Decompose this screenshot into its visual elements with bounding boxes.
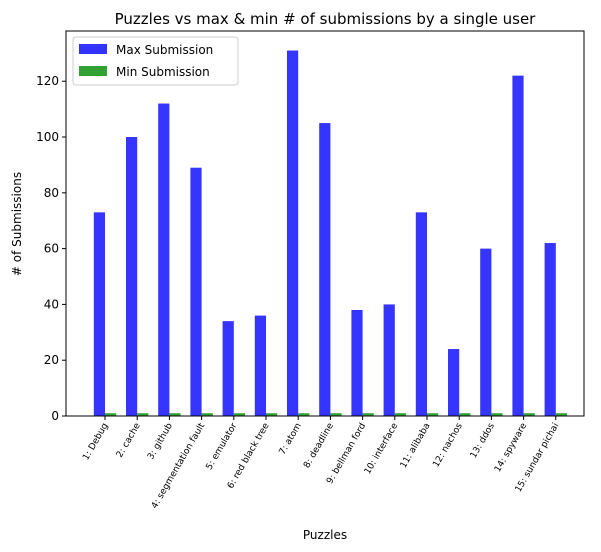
min-bar-8 [330, 413, 342, 416]
min-bar-10 [394, 413, 406, 416]
max-bar-15 [544, 243, 556, 416]
min-bar-7 [298, 413, 310, 416]
bars-group [93, 50, 567, 416]
y-tick-label: 80 [44, 186, 59, 200]
min-bar-15 [555, 413, 567, 416]
x-tick-label: 7: atom [278, 422, 304, 457]
max-bar-2 [126, 137, 138, 416]
min-bar-6 [266, 413, 278, 416]
min-bar-4 [201, 413, 213, 416]
y-tick-label: 20 [44, 353, 59, 367]
max-bar-9 [351, 309, 363, 416]
x-axis-label: Puzzles [303, 528, 347, 542]
max-bar-8 [319, 123, 331, 416]
min-bar-13 [491, 413, 503, 416]
x-tick-label: 12: nachos [431, 421, 465, 469]
plot-frame [65, 30, 585, 417]
legend-swatch-max [79, 44, 107, 54]
max-bar-4 [190, 167, 202, 416]
min-bar-14 [523, 413, 535, 416]
y-tick-label: 120 [36, 74, 59, 88]
x-tick-label: 3: github [146, 421, 175, 461]
min-bar-3 [169, 413, 181, 416]
max-bar-11 [415, 212, 427, 416]
legend-frame [72, 36, 239, 86]
y-tick-label: 60 [44, 242, 59, 256]
min-bar-5 [233, 413, 245, 416]
legend-swatch-min [79, 66, 107, 76]
chart-title: Puzzles vs max & min # of submissions by… [115, 10, 537, 28]
min-bar-12 [459, 413, 471, 416]
max-bar-1 [93, 212, 105, 416]
max-bar-7 [287, 50, 299, 416]
x-tick-label: 1: Debug [81, 422, 110, 463]
max-bar-13 [480, 248, 492, 416]
x-tick-label: 14: spyware [493, 421, 529, 474]
y-axis-label: # of Submissions [10, 172, 24, 276]
y-tick-label: 0 [51, 409, 59, 423]
max-bar-5 [222, 321, 234, 416]
y-tick-label: 100 [36, 130, 59, 144]
min-bar-11 [427, 413, 439, 416]
max-bar-3 [158, 103, 170, 416]
x-tick-label: 10: interface [363, 421, 401, 476]
y-axis: 0 20 40 60 80 100 120 [36, 74, 66, 423]
max-bar-6 [254, 315, 266, 416]
y-tick-label: 40 [44, 297, 59, 311]
min-bar-1 [105, 413, 117, 416]
max-bar-12 [448, 349, 460, 416]
legend-label-min: Min Submission [116, 65, 210, 79]
x-tick-label: 13: ddos [469, 421, 497, 460]
x-tick-label: 11: alibaba [399, 422, 433, 471]
x-tick-label: 8: deadline [302, 421, 336, 470]
x-tick-label: 5: emulator [205, 421, 240, 472]
min-bar-9 [362, 413, 374, 416]
max-bar-14 [512, 75, 524, 416]
legend: Max Submission Min Submission [72, 36, 239, 86]
min-bar-2 [137, 413, 149, 416]
max-bar-10 [383, 304, 395, 416]
x-tick-label: 2: cache [115, 421, 143, 460]
legend-label-max: Max Submission [116, 43, 213, 57]
